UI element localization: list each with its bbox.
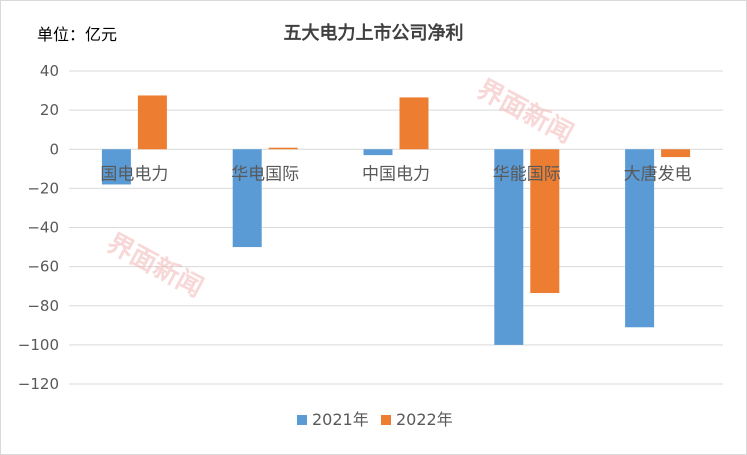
category-label: 中国电力: [362, 164, 430, 184]
bar-2021: [363, 149, 393, 156]
chart-title: 五大电力上市公司净利: [283, 23, 464, 44]
y-tick-label: −80: [27, 297, 59, 315]
legend-label: 2022年: [396, 410, 453, 429]
y-tick-label: 0: [49, 140, 59, 158]
watermark-text: 界面新闻: [472, 73, 578, 149]
unit-label: 单位：亿元: [37, 25, 118, 44]
legend-swatch: [381, 415, 391, 425]
bar-2021: [232, 149, 262, 248]
axes: 40 20 0 −20 −40 −60 −80 −100 −120 国电电力 华电国际 中国电力 华能国…: [18, 62, 692, 393]
y-tick-label: −20: [27, 179, 59, 197]
grid-lines: [69, 70, 723, 385]
bar-2021: [101, 149, 131, 185]
bar-2022: [268, 147, 298, 150]
legend-swatch: [297, 415, 307, 425]
y-tick-label: −40: [27, 219, 59, 237]
category-label: 华电国际: [231, 164, 299, 184]
bar-2021: [625, 149, 655, 328]
category-label: 国电电力: [100, 164, 168, 184]
category-label: 大唐发电: [624, 163, 692, 184]
watermark-text: 界面新闻: [102, 227, 208, 303]
y-tick-label: 20: [40, 101, 59, 119]
y-tick-label: −100: [18, 336, 59, 354]
legend-label: 2021年: [312, 410, 369, 429]
bar-2022: [530, 149, 560, 294]
category-label: 华能国际: [493, 164, 561, 184]
y-tick-label: 40: [40, 62, 59, 80]
bar-2021: [494, 149, 524, 345]
bar-2022: [661, 149, 691, 158]
y-tick-label: −60: [27, 258, 59, 276]
bars: [101, 95, 691, 345]
legend: 2021年 2022年: [297, 410, 453, 429]
bar-2022: [399, 97, 429, 150]
bar-2022: [137, 95, 167, 150]
y-tick-label: −120: [18, 375, 59, 393]
